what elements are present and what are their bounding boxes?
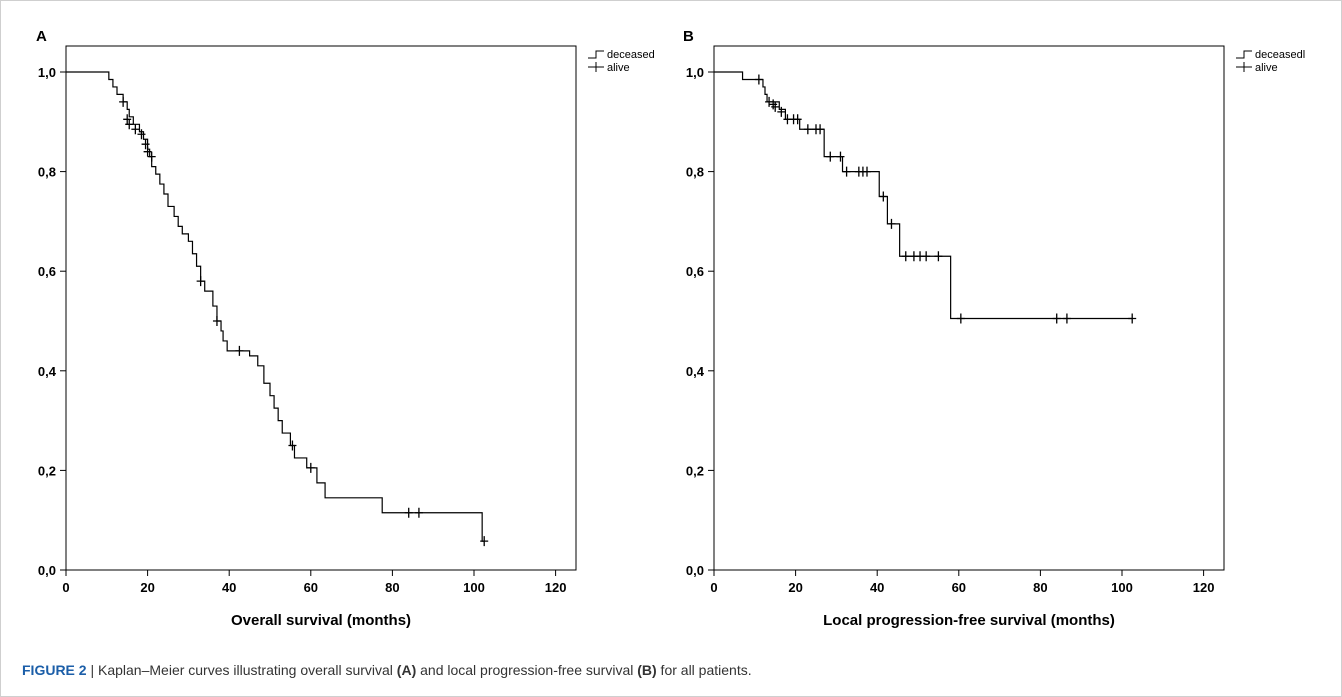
legend-entry: alive xyxy=(1255,62,1278,74)
censor-mark xyxy=(771,101,780,112)
figure-caption: FIGURE 2 | Kaplan–Meier curves illustrat… xyxy=(22,662,752,678)
censor-mark xyxy=(901,251,910,262)
censor-mark xyxy=(1128,313,1137,324)
survival-curve-deceased xyxy=(66,71,485,542)
panel-label: A xyxy=(36,28,47,45)
x-tick-label: 40 xyxy=(222,580,236,595)
caption-ref-b: (B) xyxy=(637,662,657,678)
censor-mark xyxy=(147,151,156,162)
censor-mark xyxy=(826,151,835,162)
x-tick-label: 0 xyxy=(710,580,717,595)
legend-swatch-deceased xyxy=(588,50,604,59)
y-tick-label: 0,0 xyxy=(38,563,56,578)
y-tick-label: 1,0 xyxy=(686,65,704,80)
censor-mark xyxy=(123,114,132,125)
censor-mark xyxy=(754,74,763,85)
legend-entry: alive xyxy=(607,62,630,74)
legend-entry: deceased xyxy=(607,49,655,61)
censor-mark xyxy=(306,462,315,473)
x-axis-label: Local progression-free survival (months) xyxy=(823,612,1115,629)
caption-ref-a: (A) xyxy=(396,662,417,678)
caption-text-3: for all patients. xyxy=(656,662,752,678)
censor-mark xyxy=(125,119,134,130)
caption-text-1: Kaplan–Meier curves illustrating overall… xyxy=(98,662,397,678)
y-tick-label: 0,6 xyxy=(686,264,704,279)
censor-mark xyxy=(887,218,896,229)
y-tick-label: 0,6 xyxy=(38,264,56,279)
x-tick-label: 60 xyxy=(952,580,966,595)
x-tick-label: 100 xyxy=(1111,580,1133,595)
x-tick-label: 80 xyxy=(1033,580,1047,595)
legend-entry: deceasedl xyxy=(1255,49,1305,61)
y-tick-label: 0,2 xyxy=(686,463,704,478)
x-tick-label: 20 xyxy=(140,580,154,595)
censor-mark xyxy=(765,96,774,107)
censor-mark xyxy=(141,139,150,150)
censor-mark xyxy=(956,313,965,324)
censor-mark xyxy=(143,146,152,157)
censor-mark xyxy=(131,124,140,135)
x-tick-label: 20 xyxy=(788,580,802,595)
x-tick-label: 100 xyxy=(463,580,485,595)
censor-marks xyxy=(754,74,1137,324)
plot-frame xyxy=(713,45,1225,571)
x-axis-label: Overall survival (months) xyxy=(231,612,411,629)
censor-mark xyxy=(934,251,943,262)
caption-text-2: and local progression-free survival xyxy=(416,662,638,678)
censor-mark xyxy=(212,316,221,326)
km-panel-a: A 0,0 0,2 0,4 0,6 0,8 1,0 0 20 40 60 80 100 120 Overal… xyxy=(36,28,655,629)
y-tick-label: 0,4 xyxy=(686,364,705,379)
censor-mark xyxy=(879,191,888,202)
censor-mark xyxy=(480,536,489,547)
caption-separator: | xyxy=(86,662,98,678)
censor-mark xyxy=(288,440,297,451)
y-tick-label: 0,8 xyxy=(686,165,704,180)
panel-label: B xyxy=(683,28,694,45)
censor-mark xyxy=(769,99,778,110)
censor-mark xyxy=(1062,313,1071,324)
censor-mark xyxy=(922,251,931,262)
censor-mark xyxy=(404,507,413,518)
plot-frame xyxy=(65,45,577,571)
censor-mark xyxy=(196,276,205,287)
y-tick-label: 0,2 xyxy=(38,463,56,478)
censor-mark xyxy=(414,507,423,518)
y-tick-label: 1,0 xyxy=(38,65,56,80)
caption-figure-label: FIGURE 2 xyxy=(22,662,87,678)
y-tick-label: 0,0 xyxy=(686,563,704,578)
censor-mark xyxy=(863,166,871,177)
censor-mark xyxy=(836,151,845,162)
censor-mark xyxy=(816,124,825,135)
censor-mark xyxy=(793,114,802,125)
x-tick-label: 120 xyxy=(545,580,567,595)
x-tick-label: 0 xyxy=(62,580,69,595)
censor-marks xyxy=(119,96,489,547)
km-panel-b: B 0,0 0,2 0,4 0,6 0,8 1,0 0 20 40 60 80 100 120 Local … xyxy=(683,28,1305,629)
x-tick-label: 120 xyxy=(1193,580,1215,595)
censor-mark xyxy=(777,106,786,117)
censor-mark xyxy=(842,166,851,177)
survival-curve-deceasedl xyxy=(714,71,1133,320)
legend-swatch-alive xyxy=(1236,62,1252,72)
censor-mark xyxy=(119,96,128,107)
y-tick-label: 0,8 xyxy=(38,165,56,180)
censor-mark xyxy=(1052,313,1061,324)
x-tick-label: 60 xyxy=(304,580,318,595)
censor-mark xyxy=(137,129,146,140)
legend-swatch-deceased xyxy=(1236,50,1252,59)
censor-mark xyxy=(803,124,812,135)
y-tick-label: 0,4 xyxy=(38,364,57,379)
legend-swatch-alive xyxy=(588,62,604,72)
censor-mark xyxy=(235,345,244,356)
x-tick-label: 40 xyxy=(870,580,884,595)
x-tick-label: 80 xyxy=(385,580,399,595)
